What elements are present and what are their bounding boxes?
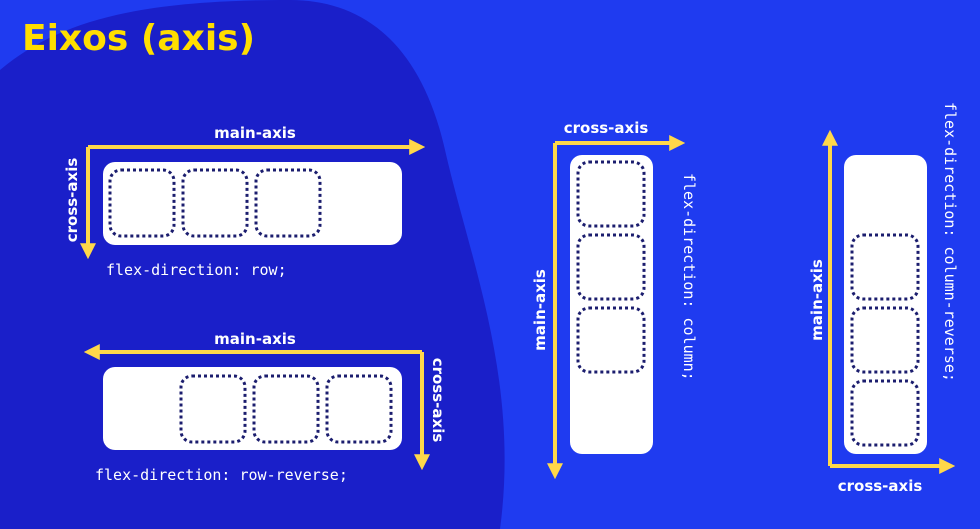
flex-container: [103, 367, 402, 450]
diagram-row-reverse: main-axis cross-axis flex-direction: row…: [83, 330, 447, 484]
flex-container: [103, 162, 402, 245]
main-axis-label: main-axis: [531, 269, 549, 351]
flex-item: [179, 374, 247, 444]
diagram-row: main-axis cross-axis flex-direction: row…: [63, 124, 426, 279]
cross-axis-label: cross-axis: [63, 158, 81, 243]
code-label: flex-direction: column;: [680, 173, 698, 381]
flex-container: [570, 155, 653, 454]
flex-item: [325, 374, 393, 444]
flex-container: [844, 155, 927, 454]
flex-item: [254, 168, 322, 238]
main-axis-label: main-axis: [214, 124, 296, 142]
main-axis-label: main-axis: [214, 330, 296, 348]
diagram-column-reverse: main-axis cross-axis flex-direction: col…: [808, 102, 959, 495]
code-label: flex-direction: column-reverse;: [941, 102, 959, 382]
cross-axis-label: cross-axis: [564, 119, 649, 137]
code-label: flex-direction: row;: [106, 261, 287, 279]
main-axis-label: main-axis: [808, 259, 826, 341]
cross-axis-label: cross-axis: [429, 358, 447, 443]
cross-axis-label: cross-axis: [838, 477, 923, 495]
page-title: Eixos (axis): [22, 18, 255, 59]
flex-item: [252, 374, 320, 444]
flex-item: [181, 168, 249, 238]
code-label: flex-direction: row-reverse;: [95, 466, 348, 484]
flex-item: [108, 168, 176, 238]
diagram-column: cross-axis main-axis flex-direction: col…: [531, 119, 698, 480]
